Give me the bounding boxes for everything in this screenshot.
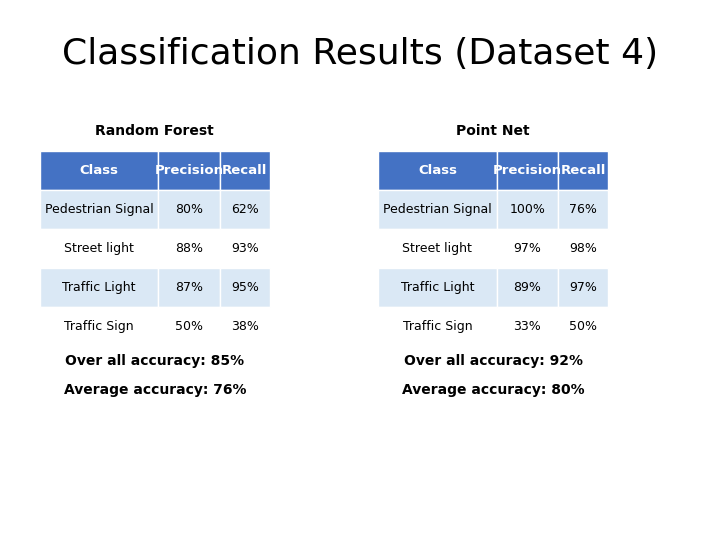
Text: Average accuracy: 80%: Average accuracy: 80% bbox=[402, 383, 585, 397]
Text: Classification Results (Dataset 4): Classification Results (Dataset 4) bbox=[62, 37, 658, 71]
Bar bbox=[558, 307, 608, 346]
Text: 50%: 50% bbox=[175, 320, 203, 333]
Bar bbox=[158, 151, 220, 190]
Text: Precision: Precision bbox=[155, 164, 223, 177]
Text: Class: Class bbox=[418, 164, 457, 177]
Text: 76%: 76% bbox=[570, 203, 597, 216]
Text: Over all accuracy: 85%: Over all accuracy: 85% bbox=[66, 354, 244, 368]
Bar bbox=[378, 268, 497, 307]
Text: Traffic Sign: Traffic Sign bbox=[402, 320, 472, 333]
Bar bbox=[378, 229, 497, 268]
Bar bbox=[220, 190, 270, 229]
Bar bbox=[378, 307, 497, 346]
Text: Random Forest: Random Forest bbox=[96, 124, 214, 138]
Text: Point Net: Point Net bbox=[456, 124, 530, 138]
Bar bbox=[40, 229, 158, 268]
Bar bbox=[378, 190, 497, 229]
Bar bbox=[40, 151, 158, 190]
Bar bbox=[220, 307, 270, 346]
Bar bbox=[558, 229, 608, 268]
Bar bbox=[40, 190, 158, 229]
Text: Traffic Light: Traffic Light bbox=[400, 281, 474, 294]
Bar bbox=[220, 229, 270, 268]
Text: 100%: 100% bbox=[510, 203, 545, 216]
Text: 62%: 62% bbox=[231, 203, 258, 216]
Text: Precision: Precision bbox=[493, 164, 562, 177]
Text: 93%: 93% bbox=[231, 242, 258, 255]
Bar bbox=[40, 307, 158, 346]
Bar bbox=[220, 268, 270, 307]
Text: 38%: 38% bbox=[231, 320, 258, 333]
Text: Recall: Recall bbox=[222, 164, 268, 177]
Text: 89%: 89% bbox=[513, 281, 541, 294]
Text: 98%: 98% bbox=[570, 242, 597, 255]
Bar bbox=[378, 151, 497, 190]
Text: 80%: 80% bbox=[175, 203, 203, 216]
Text: 97%: 97% bbox=[513, 242, 541, 255]
Text: Average accuracy: 76%: Average accuracy: 76% bbox=[63, 383, 246, 397]
Text: 88%: 88% bbox=[175, 242, 203, 255]
Bar bbox=[558, 190, 608, 229]
Bar bbox=[158, 268, 220, 307]
Text: 33%: 33% bbox=[513, 320, 541, 333]
Bar bbox=[497, 229, 558, 268]
Text: Traffic Light: Traffic Light bbox=[62, 281, 136, 294]
Bar bbox=[158, 190, 220, 229]
Bar bbox=[497, 307, 558, 346]
Bar bbox=[558, 151, 608, 190]
Bar bbox=[497, 268, 558, 307]
Bar bbox=[497, 190, 558, 229]
Text: Over all accuracy: 92%: Over all accuracy: 92% bbox=[404, 354, 582, 368]
Bar bbox=[158, 307, 220, 346]
Bar bbox=[558, 268, 608, 307]
Text: 87%: 87% bbox=[175, 281, 203, 294]
Bar bbox=[497, 151, 558, 190]
Text: 95%: 95% bbox=[231, 281, 258, 294]
Text: 97%: 97% bbox=[570, 281, 597, 294]
Bar bbox=[220, 151, 270, 190]
Text: Street light: Street light bbox=[402, 242, 472, 255]
Text: Pedestrian Signal: Pedestrian Signal bbox=[45, 203, 153, 216]
Text: Class: Class bbox=[79, 164, 119, 177]
Text: 50%: 50% bbox=[570, 320, 597, 333]
Text: Recall: Recall bbox=[560, 164, 606, 177]
Text: Street light: Street light bbox=[64, 242, 134, 255]
Bar bbox=[158, 229, 220, 268]
Text: Traffic Sign: Traffic Sign bbox=[64, 320, 134, 333]
Bar bbox=[40, 268, 158, 307]
Text: Pedestrian Signal: Pedestrian Signal bbox=[383, 203, 492, 216]
